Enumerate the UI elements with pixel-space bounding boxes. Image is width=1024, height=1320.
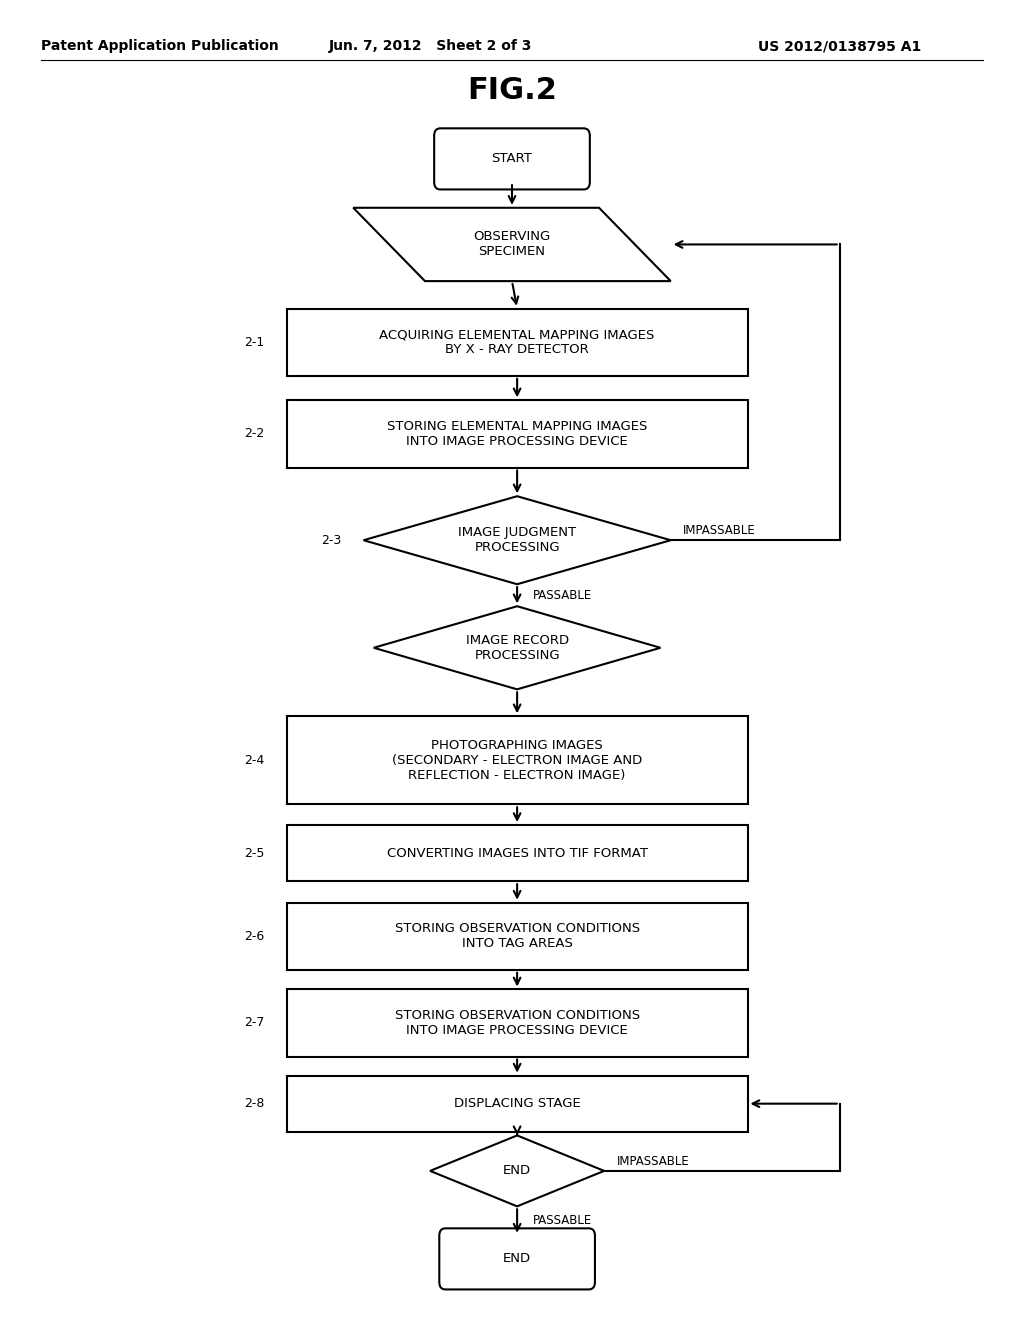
Text: 2-1: 2-1	[244, 335, 264, 348]
Text: IMPASSABLE: IMPASSABLE	[616, 1155, 689, 1168]
Text: 2-7: 2-7	[244, 1016, 264, 1030]
Polygon shape	[364, 496, 671, 585]
Text: 2-8: 2-8	[244, 1097, 264, 1110]
Text: ACQUIRING ELEMENTAL MAPPING IMAGES
BY X - RAY DETECTOR: ACQUIRING ELEMENTAL MAPPING IMAGES BY X …	[380, 329, 654, 356]
Polygon shape	[430, 1135, 604, 1206]
Bar	[287, 717, 748, 804]
Text: PHOTOGRAPHING IMAGES
(SECONDARY - ELECTRON IMAGE AND
REFLECTION - ELECTRON IMAGE: PHOTOGRAPHING IMAGES (SECONDARY - ELECTR…	[392, 739, 642, 781]
Text: END: END	[503, 1253, 531, 1266]
Polygon shape	[353, 207, 671, 281]
Text: END: END	[503, 1164, 531, 1177]
Bar	[287, 903, 748, 970]
Text: CONVERTING IMAGES INTO TIF FORMAT: CONVERTING IMAGES INTO TIF FORMAT	[387, 846, 647, 859]
Text: 2-6: 2-6	[244, 929, 264, 942]
Polygon shape	[374, 606, 660, 689]
Text: STORING OBSERVATION CONDITIONS
INTO IMAGE PROCESSING DEVICE: STORING OBSERVATION CONDITIONS INTO IMAG…	[394, 1008, 640, 1038]
Text: 2-5: 2-5	[244, 846, 264, 859]
Text: PASSABLE: PASSABLE	[532, 1214, 592, 1228]
Bar	[287, 1076, 748, 1131]
Text: 2-4: 2-4	[244, 754, 264, 767]
Text: IMAGE JUDGMENT
PROCESSING: IMAGE JUDGMENT PROCESSING	[458, 527, 577, 554]
Text: 2-3: 2-3	[321, 533, 341, 546]
Text: PASSABLE: PASSABLE	[532, 589, 592, 602]
Text: FIG.2: FIG.2	[467, 77, 557, 106]
Bar	[287, 990, 748, 1056]
Bar	[287, 400, 748, 467]
Text: STORING ELEMENTAL MAPPING IMAGES
INTO IMAGE PROCESSING DEVICE: STORING ELEMENTAL MAPPING IMAGES INTO IM…	[387, 420, 647, 447]
Text: DISPLACING STAGE: DISPLACING STAGE	[454, 1097, 581, 1110]
Text: Jun. 7, 2012   Sheet 2 of 3: Jun. 7, 2012 Sheet 2 of 3	[329, 40, 531, 53]
Bar	[287, 825, 748, 882]
Text: IMAGE RECORD
PROCESSING: IMAGE RECORD PROCESSING	[466, 634, 568, 661]
Text: 2-2: 2-2	[244, 428, 264, 441]
Bar	[287, 309, 748, 376]
Text: Patent Application Publication: Patent Application Publication	[41, 40, 279, 53]
FancyBboxPatch shape	[439, 1229, 595, 1290]
Text: OBSERVING
SPECIMEN: OBSERVING SPECIMEN	[473, 231, 551, 259]
FancyBboxPatch shape	[434, 128, 590, 190]
Text: US 2012/0138795 A1: US 2012/0138795 A1	[759, 40, 922, 53]
Text: IMPASSABLE: IMPASSABLE	[683, 524, 756, 537]
Text: START: START	[492, 152, 532, 165]
Text: STORING OBSERVATION CONDITIONS
INTO TAG AREAS: STORING OBSERVATION CONDITIONS INTO TAG …	[394, 923, 640, 950]
